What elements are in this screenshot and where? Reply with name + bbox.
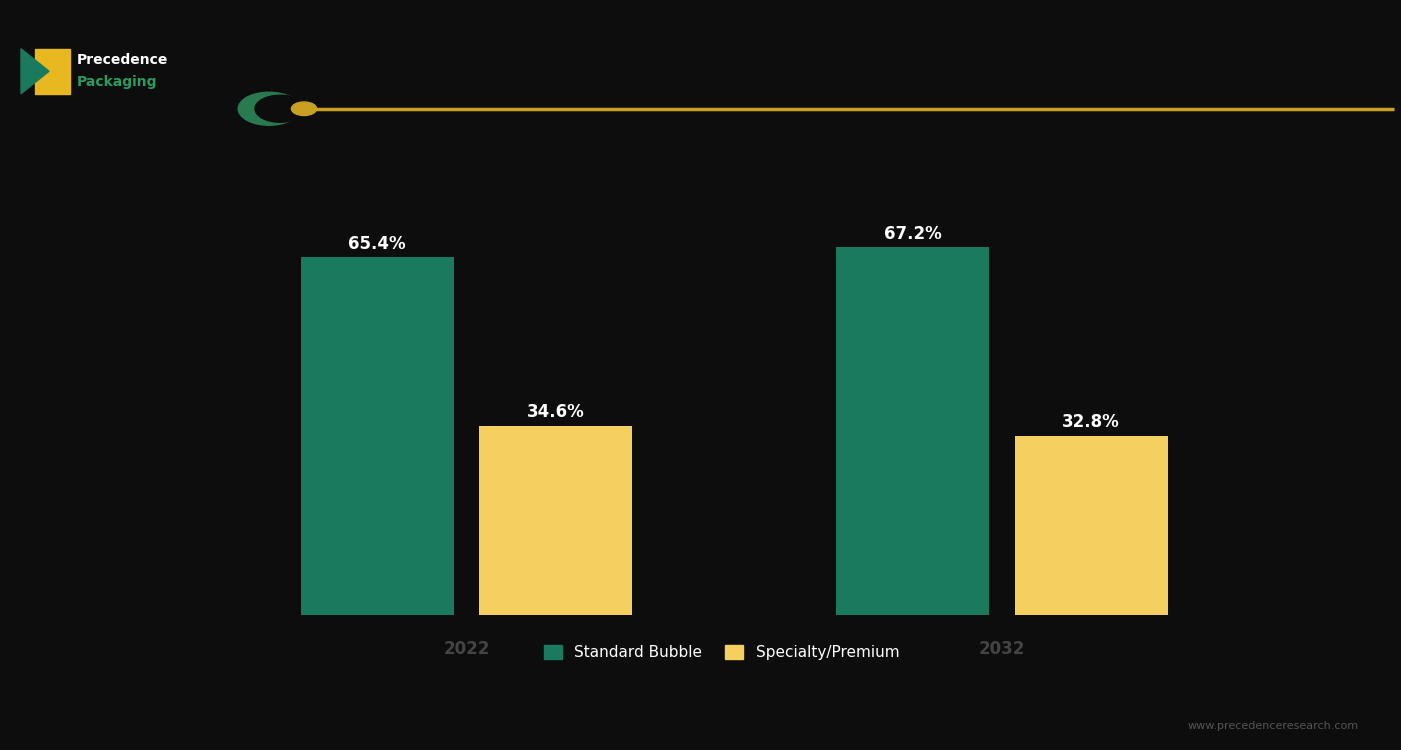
Text: 2032: 2032 <box>979 640 1026 658</box>
Text: Packaging: Packaging <box>77 75 157 89</box>
Text: Precedence: Precedence <box>77 53 168 67</box>
Bar <box>1014 436 1168 615</box>
Text: 2022: 2022 <box>443 640 490 658</box>
Text: 34.6%: 34.6% <box>527 404 584 422</box>
Text: 32.8%: 32.8% <box>1062 413 1121 431</box>
Bar <box>836 248 989 615</box>
Text: www.precedenceresearch.com: www.precedenceresearch.com <box>1188 722 1359 731</box>
Bar <box>479 426 632 615</box>
Text: 65.4%: 65.4% <box>349 235 406 253</box>
Text: 67.2%: 67.2% <box>884 225 941 243</box>
Legend: Standard Bubble, Specialty/Premium: Standard Bubble, Specialty/Premium <box>537 638 906 668</box>
Bar <box>301 257 454 615</box>
